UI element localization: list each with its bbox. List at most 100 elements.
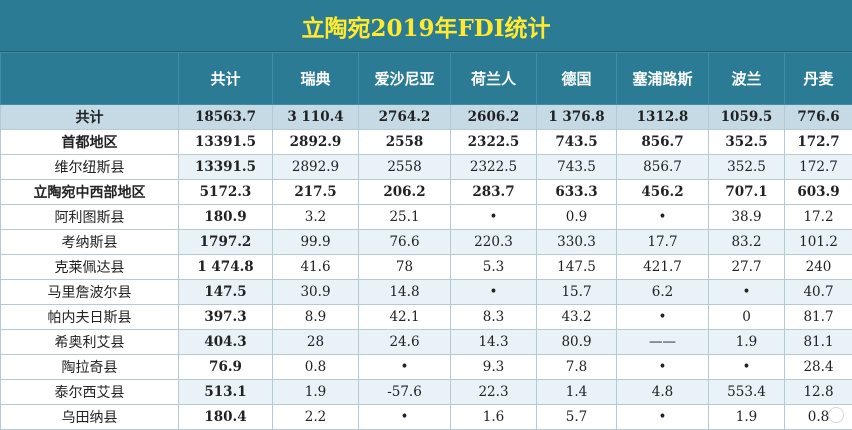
table-cell: •	[617, 205, 709, 230]
table-cell: 18563.7	[179, 105, 273, 130]
table-cell: 2558	[359, 155, 451, 180]
table-cell: 553.4	[709, 380, 785, 405]
row-label: 泰尔西艾县	[1, 380, 179, 405]
table-cell: 397.3	[179, 305, 273, 330]
table-cell: 1.9	[273, 380, 359, 405]
table-cell: 217.5	[273, 180, 359, 205]
table-cell: 99.9	[273, 230, 359, 255]
table-cell: 206.2	[359, 180, 451, 205]
table-cell: 76.6	[359, 230, 451, 255]
table-cell: 603.9	[785, 180, 852, 205]
table-cell: 330.3	[537, 230, 617, 255]
column-header: 瑞典	[273, 53, 359, 105]
table-cell: 43.2	[537, 305, 617, 330]
table-cell: •	[451, 205, 537, 230]
table-cell: 28.4	[785, 355, 852, 380]
table-cell: 180.9	[179, 205, 273, 230]
table-cell: •	[617, 305, 709, 330]
table-cell: 12.8	[785, 380, 852, 405]
column-header: 丹麦	[785, 53, 852, 105]
table-cell: 240	[785, 255, 852, 280]
table-cell: 5.3	[451, 255, 537, 280]
table-cell: 3.2	[273, 205, 359, 230]
table-cell: 633.3	[537, 180, 617, 205]
table-cell: 81.1	[785, 330, 852, 355]
table-cell: 1.6	[451, 405, 537, 430]
table-cell: 2.2	[273, 405, 359, 430]
table-cell: 1 376.8	[537, 105, 617, 130]
table-cell: 3 110.4	[273, 105, 359, 130]
watermark-logo-icon	[828, 407, 844, 423]
table-cell: 1 474.8	[179, 255, 273, 280]
row-label: 马里詹波尔县	[1, 280, 179, 305]
table-cell: 4.8	[617, 380, 709, 405]
table-cell: 17.7	[617, 230, 709, 255]
table-cell: 856.7	[617, 130, 709, 155]
table-cell: 8.9	[273, 305, 359, 330]
table-cell: •	[359, 355, 451, 380]
table-cell: 76.9	[179, 355, 273, 380]
table-cell: 707.1	[709, 180, 785, 205]
header-row: 共计 瑞典 爱沙尼亚 荷兰人 德国 塞浦路斯 波兰 丹麦	[1, 53, 852, 105]
table-cell: 1.4	[537, 380, 617, 405]
table-cell: 147.5	[537, 255, 617, 280]
table-cell: •	[709, 355, 785, 380]
row-label: 首都地区	[1, 130, 179, 155]
table-cell: 421.7	[617, 255, 709, 280]
table-cell: 1312.8	[617, 105, 709, 130]
table-cell: 2606.2	[451, 105, 537, 130]
table-cell: 14.3	[451, 330, 537, 355]
table-cell: 8.3	[451, 305, 537, 330]
table-cell: 5172.3	[179, 180, 273, 205]
row-label: 克莱佩达县	[1, 255, 179, 280]
table-cell: 856.7	[617, 155, 709, 180]
table-cell: 9.3	[451, 355, 537, 380]
table-cell: 172.7	[785, 155, 852, 180]
table-cell: 1797.2	[179, 230, 273, 255]
table-cell: 101.2	[785, 230, 852, 255]
table-cell: ——	[617, 330, 709, 355]
table-cell: 25.1	[359, 205, 451, 230]
table-cell: •	[359, 405, 451, 430]
row-label: 阿利图斯县	[1, 205, 179, 230]
table-cell: 7.8	[537, 355, 617, 380]
column-header: 荷兰人	[451, 53, 537, 105]
table-cell: 2322.5	[451, 155, 537, 180]
row-label: 维尔纽斯县	[1, 155, 179, 180]
table-cell: 0	[709, 305, 785, 330]
table-cell: 41.6	[273, 255, 359, 280]
table-cell: 14.8	[359, 280, 451, 305]
table-cell: 283.7	[451, 180, 537, 205]
table-cell: 78	[359, 255, 451, 280]
table-cell: 0.8	[273, 355, 359, 380]
table-cell: 743.5	[537, 155, 617, 180]
row-label: 共计	[1, 105, 179, 130]
table-cell: 220.3	[451, 230, 537, 255]
row-label: 考纳斯县	[1, 230, 179, 255]
table-cell: 147.5	[179, 280, 273, 305]
table-cell: 172.7	[785, 130, 852, 155]
table-cell: 24.6	[359, 330, 451, 355]
table-cell: 17.2	[785, 205, 852, 230]
table-cell: 40.7	[785, 280, 852, 305]
table-cell: 6.2	[617, 280, 709, 305]
row-label: 立陶宛中西部地区	[1, 180, 179, 205]
table-cell: 5.7	[537, 405, 617, 430]
table-cell: 42.1	[359, 305, 451, 330]
table-cell: 27.7	[709, 255, 785, 280]
table-cell: 15.7	[537, 280, 617, 305]
table-cell: 456.2	[617, 180, 709, 205]
table-cell: •	[617, 355, 709, 380]
table-cell: 2764.2	[359, 105, 451, 130]
table-cell: 2892.9	[273, 130, 359, 155]
table-cell: •	[709, 280, 785, 305]
